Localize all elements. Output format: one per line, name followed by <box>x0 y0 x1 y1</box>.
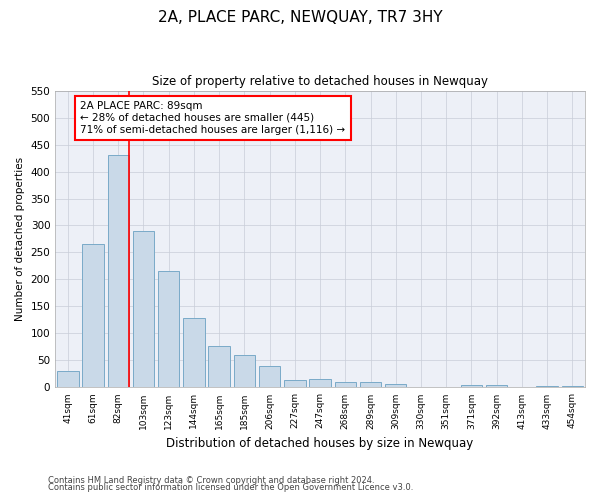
Bar <box>511 387 533 388</box>
Text: 2A, PLACE PARC, NEWQUAY, TR7 3HY: 2A, PLACE PARC, NEWQUAY, TR7 3HY <box>158 10 442 25</box>
Bar <box>259 366 280 388</box>
Bar <box>436 387 457 388</box>
Bar <box>133 231 154 388</box>
Bar <box>410 387 432 388</box>
Bar <box>486 384 508 388</box>
Bar <box>82 244 104 388</box>
Bar <box>233 355 255 388</box>
Bar <box>284 380 305 388</box>
Bar <box>385 384 406 388</box>
Text: Contains HM Land Registry data © Crown copyright and database right 2024.: Contains HM Land Registry data © Crown c… <box>48 476 374 485</box>
Bar <box>107 156 129 388</box>
Text: 2A PLACE PARC: 89sqm
← 28% of detached houses are smaller (445)
71% of semi-deta: 2A PLACE PARC: 89sqm ← 28% of detached h… <box>80 102 346 134</box>
Bar <box>208 346 230 388</box>
Bar <box>562 386 583 388</box>
Bar <box>335 382 356 388</box>
Bar <box>183 318 205 388</box>
Bar <box>360 382 381 388</box>
Bar <box>158 272 179 388</box>
X-axis label: Distribution of detached houses by size in Newquay: Distribution of detached houses by size … <box>166 437 474 450</box>
Bar <box>536 386 558 388</box>
Y-axis label: Number of detached properties: Number of detached properties <box>15 157 25 321</box>
Title: Size of property relative to detached houses in Newquay: Size of property relative to detached ho… <box>152 75 488 88</box>
Bar <box>461 384 482 388</box>
Bar <box>57 371 79 388</box>
Bar <box>310 379 331 388</box>
Text: Contains public sector information licensed under the Open Government Licence v3: Contains public sector information licen… <box>48 484 413 492</box>
